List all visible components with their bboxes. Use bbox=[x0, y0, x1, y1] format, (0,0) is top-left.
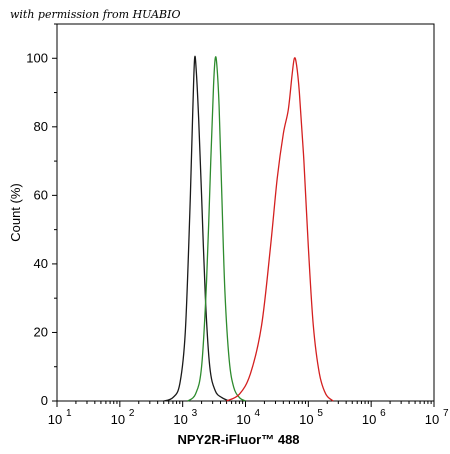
x-tick-exponent: 3 bbox=[192, 408, 198, 419]
x-tick-label: 10 bbox=[362, 412, 376, 427]
series-line-3 bbox=[226, 57, 334, 402]
y-tick-label: 20 bbox=[34, 324, 48, 339]
x-tick-exponent: 7 bbox=[443, 408, 449, 419]
y-tick-label: 100 bbox=[26, 50, 48, 65]
watermark-text: with permission from HUABIO bbox=[10, 8, 181, 21]
x-tick-label: 10 bbox=[173, 412, 187, 427]
series-line-2 bbox=[187, 56, 246, 402]
y-tick-label: 0 bbox=[41, 393, 48, 408]
plot-frame bbox=[56, 23, 435, 402]
x-axis-label: NPY2R-iFluor™ 488 bbox=[177, 432, 299, 447]
x-tick-exponent: 4 bbox=[255, 408, 261, 419]
y-tick-label: 60 bbox=[34, 187, 48, 202]
y-tick-label: 80 bbox=[34, 119, 48, 134]
x-tick-exponent: 5 bbox=[317, 408, 323, 419]
x-tick-exponent: 6 bbox=[380, 408, 386, 419]
x-tick-exponent: 2 bbox=[129, 408, 135, 419]
x-tick-label: 10 bbox=[425, 412, 439, 427]
series-line-1 bbox=[163, 55, 230, 402]
y-tick-label: 40 bbox=[34, 256, 48, 271]
x-tick-label: 10 bbox=[236, 412, 250, 427]
x-tick-exponent: 1 bbox=[66, 408, 72, 419]
x-tick-label: 10 bbox=[111, 412, 125, 427]
y-axis-label: Count (%) bbox=[8, 183, 23, 242]
x-tick-label: 10 bbox=[299, 412, 313, 427]
x-tick-label: 10 bbox=[48, 412, 62, 427]
